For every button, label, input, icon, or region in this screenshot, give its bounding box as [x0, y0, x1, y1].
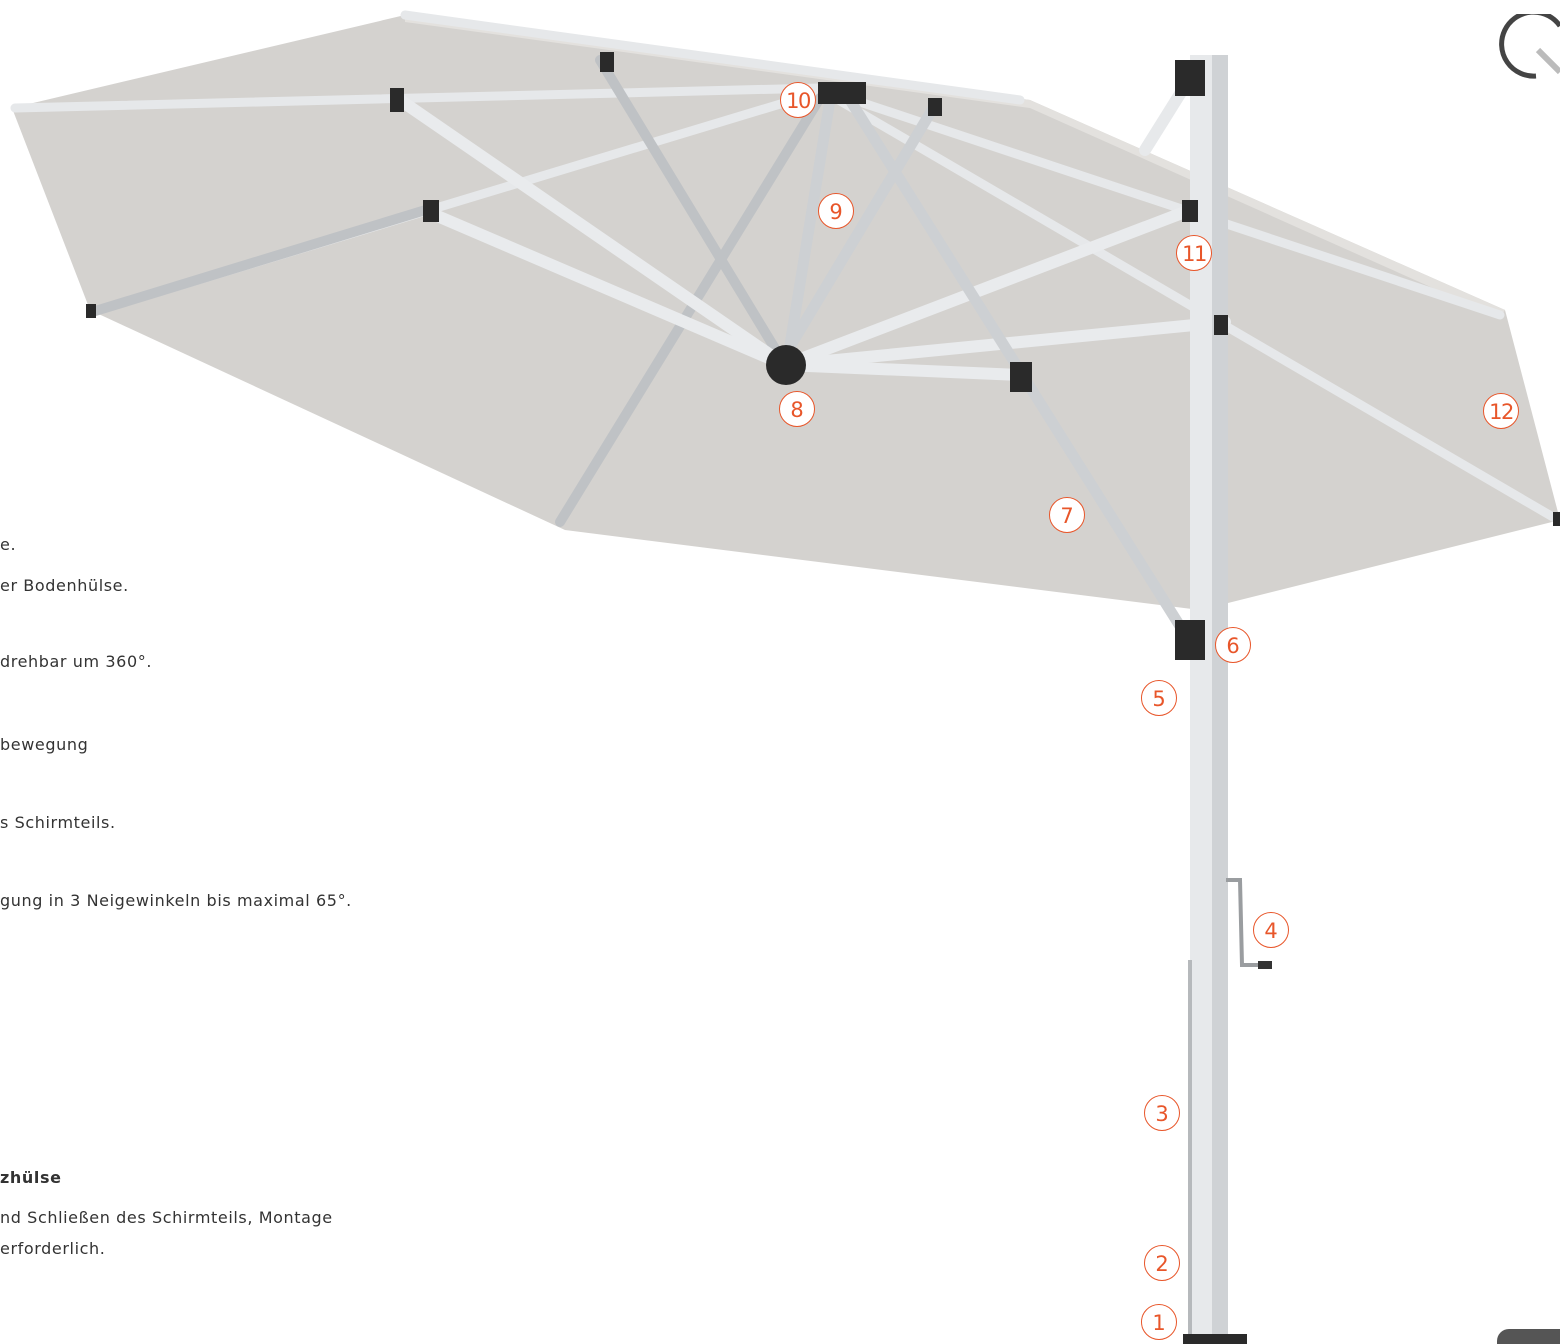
text-line-5: s Schirmteils.: [0, 813, 116, 832]
callout-1: 1: [1141, 1304, 1177, 1340]
text-line-2: er Bodenhülse.: [0, 576, 129, 595]
text-line-6: gung in 3 Neigewinkeln bis maximal 65°.: [0, 891, 352, 910]
crank: [1226, 878, 1270, 967]
page-tab-icon: [1497, 1329, 1560, 1344]
callout-10: 10: [780, 82, 816, 118]
callout-7: 7: [1049, 497, 1085, 533]
callout-8: 8: [779, 391, 815, 427]
callout-9: 9: [818, 193, 854, 229]
callout-4: 4: [1253, 912, 1289, 948]
callout-12: 12: [1483, 393, 1519, 429]
section-heading: zhülse: [0, 1168, 62, 1187]
text-line-8: nd Schließen des Schirmteils, Montage: [0, 1208, 333, 1227]
callout-3: 3: [1144, 1095, 1180, 1131]
text-line-3: drehbar um 360°.: [0, 652, 153, 671]
callout-11: 11: [1176, 235, 1212, 271]
callout-5: 5: [1141, 680, 1177, 716]
circle-quadrant-logo-icon: [1499, 14, 1560, 79]
callout-6: 6: [1215, 627, 1251, 663]
text-line-1: e.: [0, 535, 17, 554]
text-line-4: bewegung: [0, 735, 89, 754]
text-line-9: erforderlich.: [0, 1239, 106, 1258]
callout-2: 2: [1144, 1245, 1180, 1281]
